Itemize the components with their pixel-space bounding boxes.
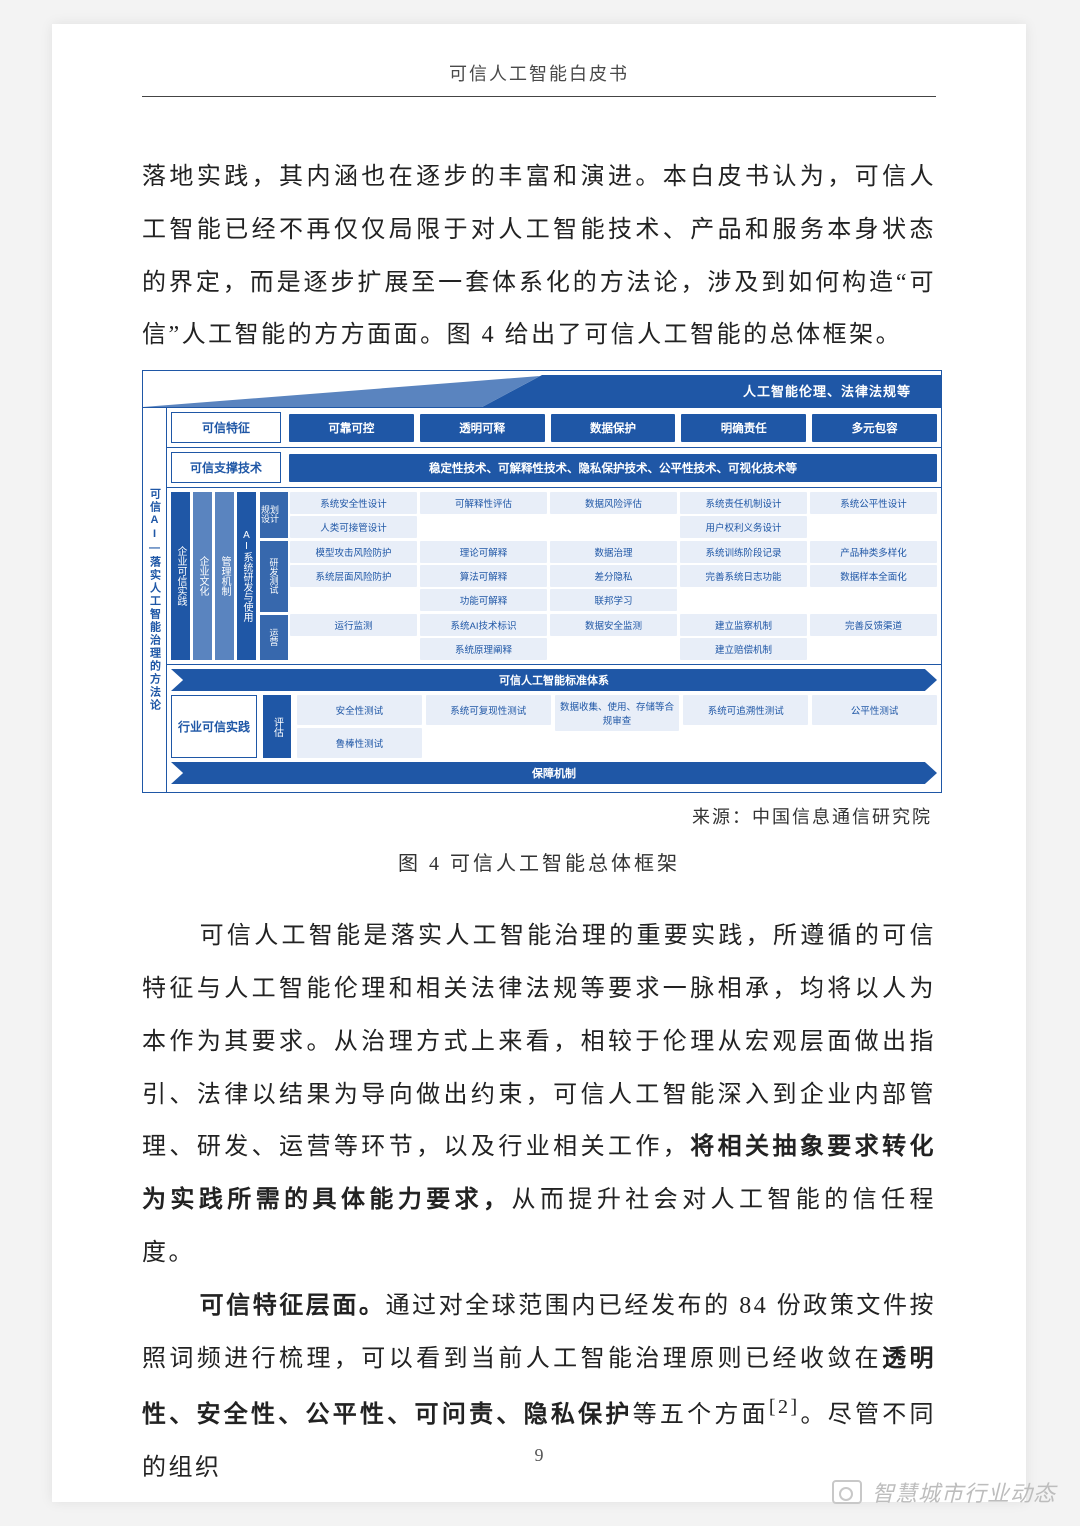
grid-cell: 系统训练阶段记录 — [680, 541, 807, 563]
watermark-text: 智慧城市行业动态 — [872, 1476, 1056, 1508]
feature-pill: 多元包容 — [812, 414, 937, 442]
feature-pill: 可靠可控 — [289, 414, 414, 442]
grid-cell: 建立监察机制 — [680, 614, 807, 636]
industry-block: 可信人工智能标准体系 行业可信实践 评估 安全性测试鲁棒性测试系统可复现性测试数… — [167, 664, 941, 792]
grid-cell: 系统可追溯性测试 — [683, 695, 808, 725]
phase-label: 研发测试 — [260, 541, 288, 612]
vbar: AI系统研发与使用 — [237, 492, 256, 660]
enterprise-block: 企业可信实践 企业文化 管理机制 AI系统研发与使用 规划设计 研发测试 运营 … — [167, 487, 941, 664]
grid-cell: 数据风险评估 — [550, 492, 677, 514]
phase-column: 规划设计 研发测试 运营 — [260, 488, 290, 664]
standards-band-label: 可信人工智能标准体系 — [171, 669, 937, 691]
industry-label: 行业可信实践 — [171, 695, 257, 758]
grid-cell: 系统安全性设计 — [290, 492, 417, 514]
figure-caption: 图 4 可信人工智能总体框架 — [142, 847, 936, 876]
vbar: 管理机制 — [215, 492, 234, 660]
framework-diagram: 人工智能伦理、法律法规等 可信AI—落实人工智能治理的方法论 可信特征 可靠可控… — [142, 370, 942, 793]
grid-cell: 系统AI技术标识 — [420, 614, 547, 636]
paragraph-text: 落地实践，其内涵也在逐步的丰富和演进。本白皮书认为，可信人工智能已经不再仅仅局限… — [142, 151, 936, 362]
grid-cell: 鲁棒性测试 — [297, 728, 422, 758]
standards-band: 可信人工智能标准体系 — [171, 669, 937, 691]
phase-label: 规划设计 — [260, 492, 288, 538]
industry-grid: 安全性测试鲁棒性测试系统可复现性测试数据收集、使用、存储等合规审查系统可追溯性测… — [297, 695, 937, 758]
document-page: 可信人工智能白皮书 落地实践，其内涵也在逐步的丰富和演进。本白皮书认为，可信人工… — [52, 24, 1026, 1502]
diagram-roof: 人工智能伦理、法律法规等 — [143, 371, 941, 407]
diagram-main: 可信特征 可靠可控 透明可释 数据保护 明确责任 多元包容 可信支撑技术 稳定性… — [167, 408, 941, 792]
grid-cell: 系统责任机制设计 — [680, 492, 807, 514]
grid-cell: 建立赔偿机制 — [680, 638, 807, 660]
watermark: 智慧城市行业动态 — [832, 1476, 1056, 1508]
enterprise-grid: 系统安全性设计人类可接管设计可解释性评估数据风险评估系统责任机制设计用户权利义务… — [290, 488, 941, 664]
vbar: 企业可信实践 — [171, 492, 190, 660]
vbar: 企业文化 — [193, 492, 212, 660]
grid-cell: 完善系统日志功能 — [680, 565, 807, 587]
support-tech-band: 稳定性技术、可解释性技术、隐私保护技术、公平性技术、可视化技术等 — [289, 454, 937, 482]
body-paragraph-2: 可信人工智能是落实人工智能治理的重要实践，所遵循的可信特征与人工智能伦理和相关法… — [142, 910, 936, 1280]
features-row: 可信特征 可靠可控 透明可释 数据保护 明确责任 多元包容 — [167, 408, 941, 447]
grid-cell: 系统公平性设计 — [810, 492, 937, 514]
grid-cell: 数据收集、使用、存储等合规审查 — [555, 695, 680, 731]
grid-cell: 人类可接管设计 — [290, 516, 417, 538]
paragraph-text: 可信人工智能是落实人工智能治理的重要实践，所遵循的可信特征与人工智能伦理和相关法… — [142, 910, 936, 1280]
wechat-icon — [832, 1480, 862, 1504]
grid-cell: 理论可解释 — [420, 541, 547, 563]
body-paragraph-1: 落地实践，其内涵也在逐步的丰富和演进。本白皮书认为，可信人工智能已经不再仅仅局限… — [142, 151, 936, 362]
grid-cell: 完善反馈渠道 — [810, 614, 937, 636]
assess-label: 评估 — [263, 695, 291, 758]
feature-pill: 明确责任 — [681, 414, 806, 442]
page-number: 9 — [52, 1445, 1026, 1466]
support-tech-row: 可信支撑技术 稳定性技术、可解释性技术、隐私保护技术、公平性技术、可视化技术等 — [167, 448, 941, 487]
grid-cell: 联邦学习 — [550, 589, 677, 611]
grid-cell: 系统可复现性测试 — [426, 695, 551, 725]
feature-pills: 可靠可控 透明可释 数据保护 明确责任 多元包容 — [289, 414, 937, 442]
running-head: 可信人工智能白皮书 — [142, 60, 936, 97]
grid-cell: 模型攻击风险防护 — [290, 541, 417, 563]
grid-cell: 数据样本全面化 — [810, 565, 937, 587]
grid-cell: 运行监测 — [290, 614, 417, 636]
footer-band-label: 保障机制 — [171, 762, 937, 784]
industry-row: 行业可信实践 评估 安全性测试鲁棒性测试系统可复现性测试数据收集、使用、存储等合… — [171, 695, 937, 758]
roof-label: 人工智能伦理、法律法规等 — [743, 381, 911, 400]
grid-cell: 算法可解释 — [420, 565, 547, 587]
grid-cell: 产品种类多样化 — [810, 541, 937, 563]
grid-cell: 差分隐私 — [550, 565, 677, 587]
grid-cell: 系统层面风险防护 — [290, 565, 417, 587]
diagram-body: 可信AI—落实人工智能治理的方法论 可信特征 可靠可控 透明可释 数据保护 明确… — [143, 407, 941, 792]
figure-source: 来源：中国信息通信研究院 — [142, 803, 932, 829]
support-tech-label: 可信支撑技术 — [171, 452, 281, 483]
phase-label: 运营 — [260, 615, 288, 661]
features-row-label: 可信特征 — [171, 412, 281, 443]
grid-cell: 功能可解释 — [420, 589, 547, 611]
feature-pill: 数据保护 — [551, 414, 676, 442]
diagram-side-label: 可信AI—落实人工智能治理的方法论 — [143, 408, 167, 792]
grid-cell: 系统原理阐释 — [420, 638, 547, 660]
feature-pill: 透明可释 — [420, 414, 545, 442]
enterprise-vbars: 企业可信实践 企业文化 管理机制 AI系统研发与使用 — [167, 488, 260, 664]
grid-cell: 数据安全监测 — [550, 614, 677, 636]
grid-cell: 数据治理 — [550, 541, 677, 563]
grid-cell: 公平性测试 — [812, 695, 937, 725]
grid-cell: 安全性测试 — [297, 695, 422, 725]
grid-cell: 可解释性评估 — [420, 492, 547, 514]
grid-cell: 用户权利义务设计 — [680, 516, 807, 538]
footer-band: 保障机制 — [171, 762, 937, 784]
